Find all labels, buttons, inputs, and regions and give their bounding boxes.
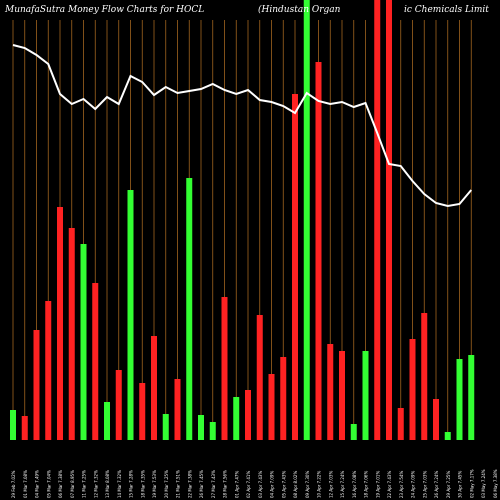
x-tick-label: 29 Apr 7.25% <box>446 471 451 498</box>
bar <box>186 178 193 440</box>
bar <box>80 244 87 440</box>
bar <box>151 336 157 440</box>
x-tick-label: 06 May 7.38% <box>493 469 498 498</box>
x-tick-label: 16 Apr 7.08% <box>352 471 357 498</box>
bar <box>456 359 463 440</box>
bar <box>198 415 204 440</box>
bar <box>256 315 263 440</box>
x-tick-label: 22 Apr 7.43% <box>387 471 392 498</box>
bar <box>303 0 310 440</box>
x-tick-label: 28 Mar 7.56% <box>223 470 228 498</box>
x-tick-label: 26 Apr 7.24% <box>434 471 439 498</box>
bar <box>327 344 334 440</box>
bar <box>433 399 439 440</box>
bar <box>209 422 216 440</box>
bar <box>468 355 475 440</box>
x-tick-label: 18 Apr 7.06% <box>364 471 369 498</box>
bar <box>350 424 357 440</box>
x-tick-label: 03 Apr 7.43% <box>258 471 263 498</box>
bar <box>57 207 63 440</box>
x-tick-label: 22 Mar 7.38% <box>187 470 192 498</box>
x-tick-label: 12 Apr 7.03% <box>328 471 333 498</box>
bar <box>127 190 134 440</box>
bar <box>33 330 40 440</box>
bar <box>374 0 381 440</box>
bar <box>386 0 392 440</box>
bar <box>409 339 416 440</box>
bar <box>292 94 298 440</box>
x-tick-label: 19 Mar 7.53% <box>152 470 157 498</box>
x-tick-label: 29 Feb 7.02% <box>11 470 16 498</box>
bar <box>174 379 181 440</box>
x-tick-label: 03 May 7.24% <box>481 469 486 498</box>
bar <box>315 62 322 440</box>
bar <box>221 297 228 440</box>
x-tick-label: 24 Apr 7.09% <box>411 471 416 498</box>
x-tick-label: 10 Apr 7.22% <box>317 471 322 498</box>
x-tick-label: 13 Mar 8.08% <box>105 470 110 498</box>
x-tick-labels: 29 Feb 7.02% 01 Mar 7.08% 04 Mar 7.49% 05 M… <box>11 469 498 498</box>
x-tick-label: 11 Mar 7.25% <box>82 470 87 498</box>
bar <box>10 410 16 440</box>
bar <box>139 383 146 440</box>
bar <box>21 416 28 440</box>
bar <box>233 397 240 440</box>
x-tick-label: 18 Mar 7.35% <box>140 470 145 498</box>
x-tick-label: 14 Mar 7.32% <box>117 470 122 498</box>
line-series <box>12 44 473 208</box>
bar <box>421 313 428 440</box>
x-tick-label: 27 Mar 7.43% <box>211 470 216 498</box>
chart-title-middle: (Hindustan Organ <box>258 4 341 15</box>
bar-series <box>10 0 475 440</box>
bar <box>444 432 451 440</box>
x-tick-label: 20 Mar 7.25% <box>164 470 169 498</box>
bar <box>268 374 275 440</box>
x-tick-label: 26 Mar 7.45% <box>199 470 204 498</box>
x-tick-label: 09 Apr 7.30% <box>305 471 310 498</box>
x-tick-label: 08 Apr 8.02% <box>293 471 298 498</box>
x-tick-label: 05 Mar 7.04% <box>46 470 51 498</box>
x-tick-label: 30 Apr 7.45% <box>458 471 463 498</box>
bar <box>397 408 404 440</box>
x-tick-label: 06 Mar 7.38% <box>58 470 63 498</box>
bar <box>362 351 369 440</box>
x-tick-label: 15 Mar 7.28% <box>129 470 134 498</box>
chart-title-right: ic Chemicals Limit <box>404 5 489 15</box>
x-tick-label: 23 Apr 7.54% <box>399 471 404 498</box>
bar <box>45 301 52 440</box>
chart-title-left: MunafaSutra Money Flow Charts for HOCL <box>4 5 204 15</box>
x-tick-label: 05 Apr 7.43% <box>281 471 286 498</box>
x-tick-label: 01 Mar 7.08% <box>23 470 28 498</box>
bar <box>245 390 251 440</box>
bar <box>92 283 99 440</box>
x-tick-label: 04 Apr 7.09% <box>270 471 275 498</box>
bar <box>339 351 345 440</box>
bar <box>104 402 110 440</box>
x-tick-label: 21 Mar 7.51% <box>176 470 181 498</box>
x-tick-label: 02 May 7.17% <box>469 469 474 498</box>
x-tick-label: 25 Apr 7.03% <box>422 471 427 498</box>
bar <box>68 228 75 440</box>
bar <box>280 357 287 440</box>
bar <box>115 370 122 440</box>
x-tick-label: 15 Apr 7.24% <box>340 471 345 498</box>
x-tick-label: 01 Apr 7.47% <box>234 471 239 498</box>
trend-line <box>12 44 473 208</box>
x-tick-label: 19 Apr 7.01% <box>375 471 380 498</box>
bar <box>162 414 169 440</box>
x-tick-label: 07 Mar 8.95% <box>70 470 75 498</box>
x-tick-label: 12 Mar 7.32% <box>93 470 98 498</box>
x-tick-label: 04 Mar 7.49% <box>35 470 40 498</box>
x-tick-label: 02 Apr 7.41% <box>246 471 251 498</box>
